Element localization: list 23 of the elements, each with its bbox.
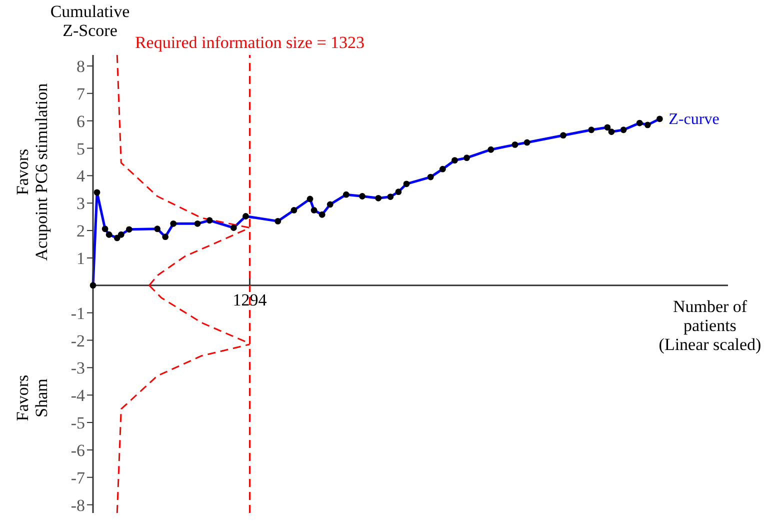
x-axis-title: Number of patients (Linear scaled)	[658, 297, 762, 354]
text: Favors Sham	[13, 374, 51, 422]
y-tick-label: -3	[70, 358, 85, 378]
text: Favors Acupoint PC6 stimulation	[13, 83, 51, 261]
y-tick-label: 8	[76, 57, 85, 76]
y-tick-label: -5	[70, 414, 85, 433]
y-tick-label: 4	[76, 166, 86, 186]
x-tick-label: 1294	[232, 290, 268, 310]
series-label: Z-curve	[668, 110, 720, 128]
y-tick-label: 3	[76, 194, 85, 214]
text: Required information size = 1323	[134, 33, 365, 52]
y-tick-label: 2	[76, 222, 85, 241]
y-axis-title: Cumulative Z-Score	[50, 2, 130, 40]
y-tick-label: 5	[76, 139, 85, 158]
y-tick-label: -2	[70, 331, 85, 350]
y-tick-label: -1	[70, 304, 85, 323]
y-tick-label: -8	[70, 496, 85, 515]
y-tick-label: -6	[70, 440, 85, 460]
y-tick-label: 6	[76, 112, 85, 131]
y-tick-label: 7	[76, 84, 86, 104]
y-tick-label: -7	[70, 468, 86, 488]
y-tick-label: -4	[70, 386, 86, 406]
y-tick-label: 1	[76, 248, 85, 268]
